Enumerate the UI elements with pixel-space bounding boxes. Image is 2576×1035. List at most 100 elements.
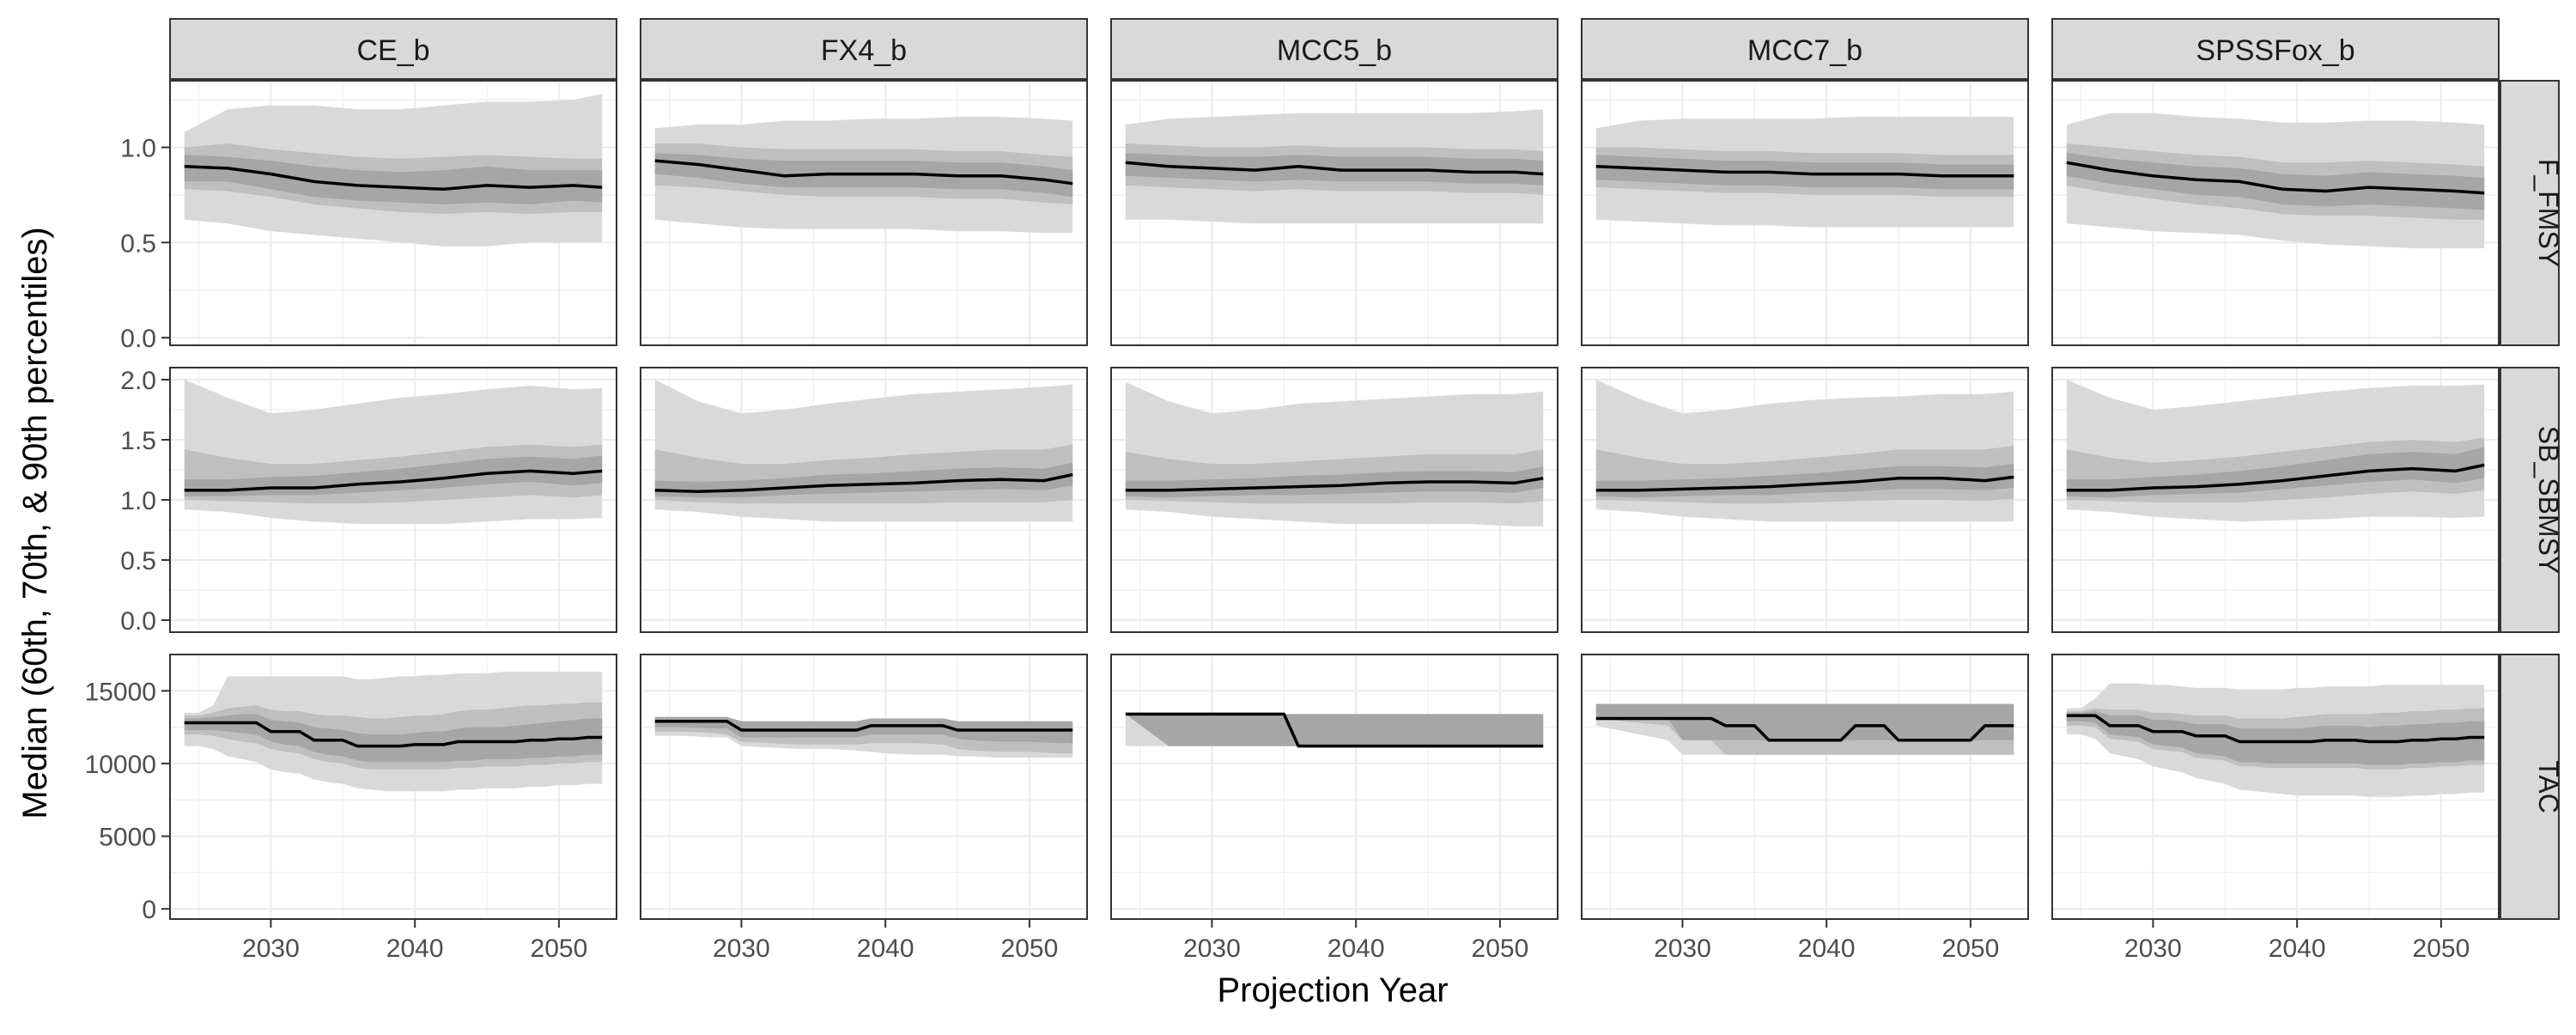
x-tick-label: 2050 xyxy=(1001,935,1059,963)
y-tick-label: 0.0 xyxy=(120,325,156,353)
facet-strip-row xyxy=(2500,367,2560,633)
panel-background xyxy=(1111,654,1558,919)
band-60th-percentile xyxy=(1595,703,2014,740)
panel-border xyxy=(1581,80,2029,346)
panel-border xyxy=(640,80,1088,346)
median-line xyxy=(2066,161,2485,195)
y-tick-label: 0.0 xyxy=(120,607,156,636)
facet-panel xyxy=(2051,654,2500,920)
y-tick-label: 1.5 xyxy=(120,427,156,455)
y-tick-label: 0.5 xyxy=(120,229,156,258)
panel-border xyxy=(1110,654,1558,920)
facet-panel xyxy=(1581,367,2029,633)
x-axis-label: Projection Year xyxy=(1217,971,1448,1009)
x-tick-label: 2030 xyxy=(242,935,300,963)
panel-background xyxy=(641,654,1087,919)
y-tick-label: 0.5 xyxy=(120,547,156,575)
y-tick-label: 5000 xyxy=(99,824,156,852)
panel-border xyxy=(2051,654,2500,920)
band-60th-percentile xyxy=(654,716,1073,744)
x-tick-label: 2050 xyxy=(1942,935,2000,963)
facet-panel xyxy=(640,654,1088,920)
facet-panel xyxy=(1581,80,2029,346)
facet-strip-column-label: MCC5_b xyxy=(1277,34,1392,67)
panel-background xyxy=(1582,654,2028,919)
x-tick-label: 2040 xyxy=(386,935,444,963)
facet-panel xyxy=(169,80,617,346)
band-60th-percentile xyxy=(184,455,603,496)
median-line xyxy=(184,164,603,192)
panel-border xyxy=(640,654,1088,920)
band-60th-percentile xyxy=(1125,714,1544,746)
x-tick-label: 2050 xyxy=(531,935,588,963)
band-60th-percentile xyxy=(184,155,603,204)
facet-panel xyxy=(169,654,617,920)
median-line xyxy=(1595,164,2014,178)
facet-strip-column-label: SPSSFox_b xyxy=(2196,34,2354,67)
median-line xyxy=(654,720,1073,732)
facet-panel xyxy=(640,80,1088,346)
y-tick-label: 10000 xyxy=(85,751,156,779)
facet-panel xyxy=(2051,367,2500,633)
median-line xyxy=(2066,463,2485,492)
median-line xyxy=(654,159,1073,186)
median-line xyxy=(184,469,603,492)
panel-border xyxy=(169,80,617,346)
facet-strip-row-label: SB_SBMSY xyxy=(2533,426,2564,575)
panel-border xyxy=(2051,367,2500,633)
facet-strip-row-label: TAC xyxy=(2533,760,2564,813)
facet-strip-row-label: F_FMSY xyxy=(2533,159,2564,267)
panel-border xyxy=(2051,80,2500,346)
facet-strip-row xyxy=(2500,654,2560,920)
facet-panel xyxy=(1110,654,1558,920)
x-tick-label: 2050 xyxy=(2413,935,2470,963)
median-line xyxy=(184,721,603,748)
x-tick-label: 2040 xyxy=(857,935,914,963)
facet-strip-column-label: CE_b xyxy=(356,34,429,67)
facet-strip-column xyxy=(1581,18,2029,80)
panel-border xyxy=(1110,367,1558,633)
band-60th-percentile xyxy=(184,714,603,763)
band-60th-percentile xyxy=(1595,155,2014,190)
panel-border xyxy=(640,367,1088,633)
facet-strip-column xyxy=(169,18,617,80)
y-axis-label: Median (60th, 70th, & 90th percentiles) xyxy=(16,227,54,819)
facet-panel xyxy=(640,367,1088,633)
panel-border xyxy=(169,367,617,633)
y-tick-label: 15000 xyxy=(85,678,156,706)
x-tick-label: 2040 xyxy=(2269,935,2326,963)
median-line xyxy=(1595,716,2014,742)
facet-panel xyxy=(1581,654,2029,920)
panel-border xyxy=(1110,80,1558,346)
y-tick-label: 2.0 xyxy=(120,367,156,395)
x-tick-label: 2030 xyxy=(2124,935,2182,963)
facet-strip-column-label: MCC7_b xyxy=(1747,34,1862,67)
y-tick-label: 1.0 xyxy=(120,487,156,515)
band-60th-percentile xyxy=(2066,153,2485,210)
median-line xyxy=(654,472,1073,493)
band-60th-percentile xyxy=(2066,711,2485,765)
facet-strip-column-label: FX4_b xyxy=(821,34,907,67)
facet-panel xyxy=(1110,80,1558,346)
x-tick-label: 2030 xyxy=(1654,935,1711,963)
median-line xyxy=(1595,475,2014,492)
x-tick-label: 2030 xyxy=(713,935,770,963)
x-tick-label: 2050 xyxy=(1472,935,1529,963)
y-tick-label: 1.0 xyxy=(120,135,156,163)
median-line xyxy=(1125,161,1544,176)
x-tick-label: 2030 xyxy=(1183,935,1241,963)
median-line xyxy=(1125,477,1544,492)
x-tick-label: 2040 xyxy=(1327,935,1385,963)
band-60th-percentile xyxy=(2066,447,2485,498)
panel-border xyxy=(1581,654,2029,920)
median-line xyxy=(2066,714,2485,744)
facet-strip-row xyxy=(2500,80,2560,346)
median-line xyxy=(1125,712,1544,748)
panel-border xyxy=(169,654,617,920)
facet-strip-column xyxy=(1110,18,1558,80)
facet-strip-column xyxy=(2051,18,2500,80)
facet-panel xyxy=(1110,367,1558,633)
facet-strip-column xyxy=(640,18,1088,80)
facet-panel xyxy=(2051,80,2500,346)
